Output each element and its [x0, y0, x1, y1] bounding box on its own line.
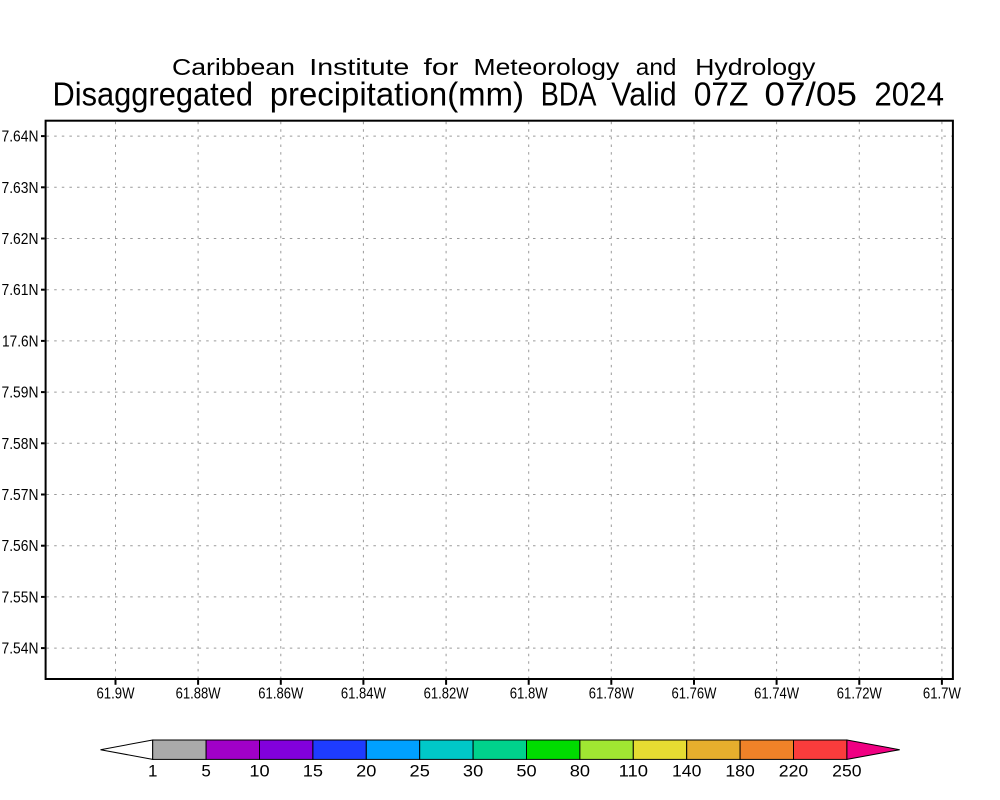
svg-text:for: for — [424, 54, 459, 80]
svg-text:30: 30 — [463, 762, 483, 781]
svg-text:7.64N: 7.64N — [2, 129, 39, 146]
svg-text:Disaggregated: Disaggregated — [53, 75, 254, 112]
svg-text:61.78W: 61.78W — [589, 686, 635, 703]
svg-text:10: 10 — [249, 762, 269, 781]
svg-text:07Z: 07Z — [694, 75, 749, 112]
svg-text:80: 80 — [570, 762, 590, 781]
svg-text:15: 15 — [303, 762, 323, 781]
svg-text:61.82W: 61.82W — [424, 686, 470, 703]
svg-text:Meteorology: Meteorology — [474, 54, 620, 80]
svg-text:07/05: 07/05 — [764, 75, 857, 112]
svg-text:7.58N: 7.58N — [2, 436, 39, 453]
svg-text:61.8W: 61.8W — [510, 686, 549, 703]
svg-text:7.61N: 7.61N — [2, 282, 39, 299]
svg-text:2024: 2024 — [874, 75, 944, 112]
svg-text:7.62N: 7.62N — [2, 231, 39, 248]
svg-text:7.56N: 7.56N — [2, 538, 39, 555]
svg-text:and: and — [636, 54, 677, 80]
svg-text:61.84W: 61.84W — [341, 686, 387, 703]
svg-text:5: 5 — [201, 762, 210, 781]
svg-text:61.88W: 61.88W — [176, 686, 222, 703]
svg-text:7.54N: 7.54N — [2, 641, 39, 658]
svg-text:61.74W: 61.74W — [754, 686, 800, 703]
svg-text:7.59N: 7.59N — [2, 385, 39, 402]
svg-text:110: 110 — [619, 762, 648, 781]
svg-text:Institute: Institute — [309, 54, 409, 80]
svg-text:20: 20 — [356, 762, 376, 781]
svg-text:7.63N: 7.63N — [2, 180, 39, 197]
svg-text:180: 180 — [725, 762, 754, 781]
svg-text:140: 140 — [672, 762, 701, 781]
svg-text:61.86W: 61.86W — [258, 686, 304, 703]
svg-text:Hydrology: Hydrology — [695, 54, 816, 80]
svg-text:precipitation(mm): precipitation(mm) — [270, 75, 524, 112]
svg-text:Valid: Valid — [611, 75, 677, 112]
svg-text:61.9W: 61.9W — [97, 686, 136, 703]
svg-text:BDA: BDA — [541, 75, 597, 112]
svg-text:25: 25 — [410, 762, 430, 781]
svg-text:61.72W: 61.72W — [837, 686, 883, 703]
svg-text:17.6N: 17.6N — [2, 333, 39, 350]
svg-text:7.57N: 7.57N — [2, 487, 39, 504]
svg-text:Caribbean: Caribbean — [172, 54, 295, 80]
svg-text:61.76W: 61.76W — [672, 686, 718, 703]
svg-text:50: 50 — [516, 762, 536, 781]
svg-text:220: 220 — [779, 762, 808, 781]
svg-text:7.55N: 7.55N — [2, 589, 39, 606]
svg-text:61.7W: 61.7W — [923, 686, 962, 703]
svg-text:1: 1 — [148, 762, 157, 781]
svg-text:250: 250 — [832, 762, 861, 781]
